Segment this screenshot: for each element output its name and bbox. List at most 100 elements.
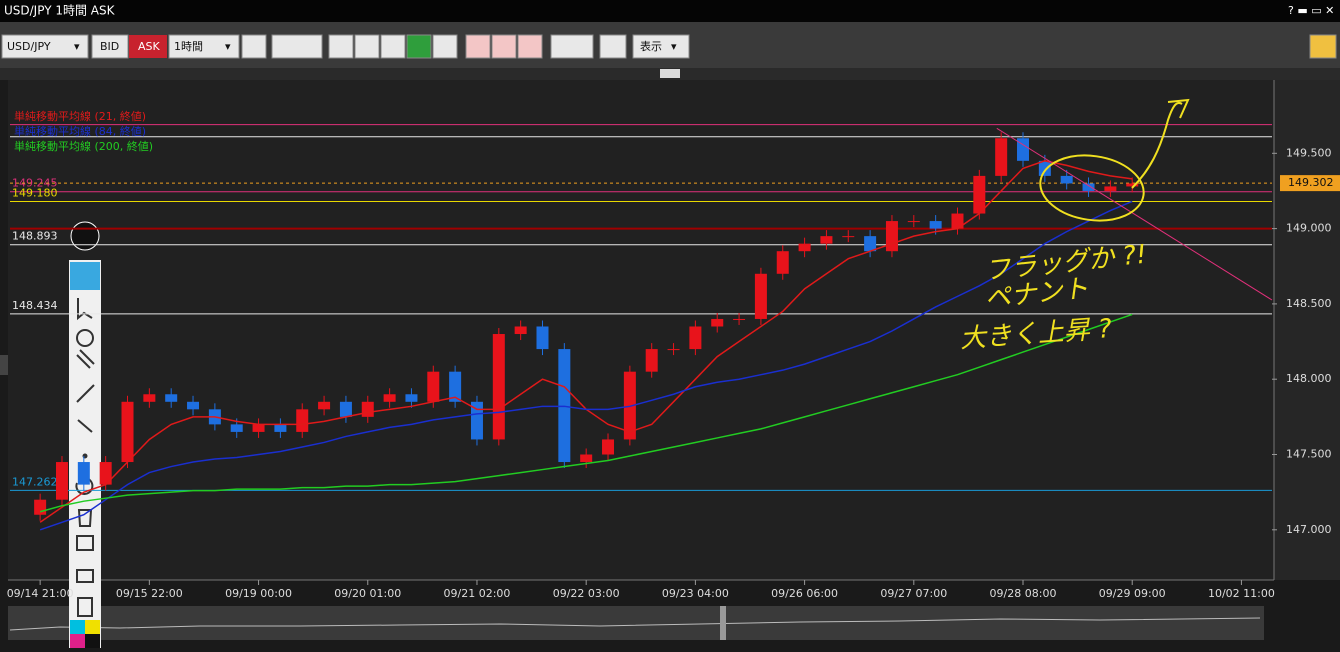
horizontal-line-label: 148.893 — [12, 230, 58, 243]
y-tick-label: 147.000 — [1286, 523, 1332, 536]
candle-body — [55, 462, 68, 500]
candle-body — [318, 401, 331, 410]
timeframe: 1時間 — [174, 40, 203, 53]
candle-body — [864, 236, 877, 252]
circle-annotation — [1039, 154, 1145, 222]
legend-entry: 単純移動平均線 (21, 終値) — [14, 109, 146, 123]
horizontal-line-label: 148.434 — [12, 299, 58, 312]
legend-entry: 単純移動平均線 (84, 終値) — [14, 124, 146, 138]
candle-body — [842, 236, 855, 238]
candle-body — [470, 401, 483, 440]
candle-body — [776, 251, 789, 274]
x-tick-label: 09/19 00:00 — [225, 587, 292, 600]
svg-text:▾: ▾ — [225, 40, 231, 53]
candle-body — [383, 394, 396, 402]
candle-body — [361, 401, 374, 417]
x-tick-label: 09/15 22:00 — [116, 587, 183, 600]
current-price-label: 149.302 — [1288, 176, 1334, 189]
x-tick-label: 09/22 03:00 — [553, 587, 620, 600]
title-bar — [0, 0, 1340, 22]
candle-body — [514, 326, 527, 335]
legend-entry: 単純移動平均線 (200, 終値) — [14, 139, 153, 153]
y-tick-label: 148.000 — [1286, 372, 1332, 385]
candle-body — [34, 499, 47, 515]
candle-body — [230, 424, 243, 432]
navigator-line — [9, 617, 1261, 631]
candle-body — [252, 424, 265, 432]
svg-text:▾: ▾ — [671, 40, 677, 53]
candle-body — [77, 462, 90, 485]
y-axis-area — [1274, 80, 1340, 580]
candle-body — [187, 401, 200, 410]
y-tick-label: 148.500 — [1286, 297, 1332, 310]
x-tick-label: 09/14 21:00 — [7, 587, 74, 600]
candle-body — [405, 394, 418, 402]
x-tick-label: 09/21 02:00 — [444, 587, 511, 600]
symbol-select[interactable]: USD/JPY ▾ — [1, 34, 89, 59]
arrow-head — [1167, 98, 1190, 119]
bid: BID — [100, 40, 119, 53]
x-tick-label: 10/02 11:00 — [1208, 587, 1275, 600]
candle-body — [492, 334, 505, 440]
candle-body — [339, 401, 352, 417]
candle-body — [558, 349, 571, 463]
candle-body — [754, 273, 767, 319]
candle-body — [733, 318, 746, 320]
candle-body — [1060, 175, 1073, 184]
candle-body — [689, 326, 702, 350]
chart: 147.000 147.500 148.000 148.500 149.000 149.5… — [7, 109, 1340, 600]
ask-button[interactable]: ASK — [129, 35, 167, 58]
candle-body — [951, 213, 964, 229]
view: 表示 — [640, 39, 662, 53]
candle-body — [274, 424, 287, 432]
window-title: USD/JPY 1時間 ASK — [4, 4, 116, 18]
pen-tool[interactable] — [70, 221, 100, 251]
y-tick-label: 149.000 — [1286, 222, 1332, 235]
y-tick-label: 147.500 — [1286, 448, 1332, 461]
timeframe-select[interactable]: 1時間 ▾ — [168, 34, 240, 59]
candle-body — [449, 371, 462, 402]
candle-body — [602, 439, 615, 455]
collapse-button[interactable] — [660, 69, 680, 78]
ask: ASK — [138, 40, 161, 53]
x-tick-label: 09/23 04:00 — [662, 587, 729, 600]
eye-tool[interactable] — [70, 262, 100, 290]
candle-body — [798, 243, 811, 252]
candle-body — [1082, 183, 1095, 191]
candle-body — [99, 462, 112, 485]
candle-body — [1104, 186, 1117, 191]
candle-body — [667, 349, 680, 351]
trendline — [996, 127, 1273, 301]
svg-text:▾: ▾ — [74, 40, 80, 53]
x-tick-label: 09/29 09:00 — [1099, 587, 1166, 600]
navigator-handle[interactable] — [720, 606, 726, 640]
candle-body — [143, 394, 156, 402]
drawing-toolbar — [69, 260, 101, 648]
current-price-tag — [1280, 175, 1340, 192]
candle-body — [1038, 160, 1051, 176]
tool-buttons[interactable] — [241, 34, 1337, 59]
candle-body — [1017, 138, 1030, 161]
candle-body — [973, 175, 986, 214]
side-toggle[interactable] — [0, 355, 8, 375]
candle-body — [711, 318, 724, 327]
x-tick-label: 09/26 06:00 — [771, 587, 838, 600]
candle-body — [165, 394, 178, 402]
bid-button[interactable]: BID — [91, 34, 129, 59]
candle-body — [995, 138, 1008, 176]
view-button[interactable]: 表示 ▾ — [632, 34, 690, 59]
symbol: USD/JPY — [7, 40, 51, 53]
plot-area — [8, 80, 1274, 580]
candle-body — [907, 221, 920, 223]
candle-body — [1126, 183, 1139, 187]
candle-body — [121, 401, 134, 463]
candle-body — [885, 221, 898, 252]
navigator[interactable] — [8, 606, 1264, 640]
moving-average — [39, 200, 1133, 531]
x-tick-label: 09/20 01:00 — [334, 587, 401, 600]
candle-body — [536, 326, 549, 350]
window-controls[interactable]: ? ▬ ▭ ✕ — [1288, 4, 1334, 17]
arrow-annotation — [1131, 102, 1183, 189]
